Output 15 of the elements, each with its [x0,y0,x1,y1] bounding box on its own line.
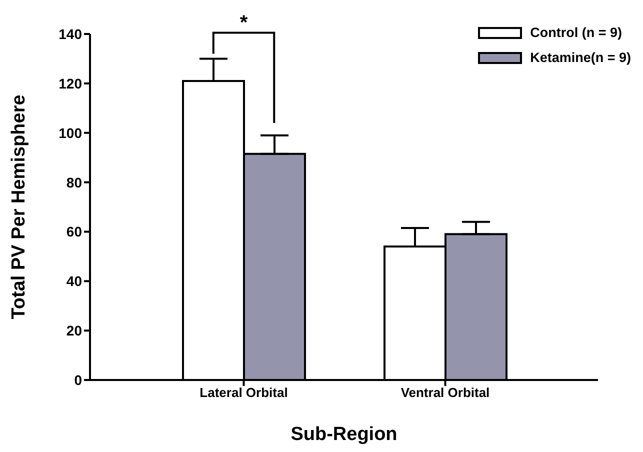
y-axis-title: Total PV Per Hemisphere [8,94,30,320]
x-tick-label: Lateral Orbital [200,385,288,400]
y-tick-label: 100 [58,124,82,141]
x-axis-title: Sub-Region [290,424,398,445]
text: * [240,12,248,34]
legend-label: Control (n = 9) [530,25,622,40]
y-tick-label: 20 [66,322,82,339]
legend-label: Ketamine(n = 9) [530,50,631,65]
y-tick-label: 80 [66,174,82,190]
y-tick-label: 120 [58,75,82,92]
x-tick-label: Ventral Orbital [400,385,490,400]
y-tick-label: 0 [74,372,82,388]
y-tick-label: 140 [58,26,82,42]
y-tick-label: 40 [66,273,82,290]
y-tick-label: 60 [66,224,82,240]
